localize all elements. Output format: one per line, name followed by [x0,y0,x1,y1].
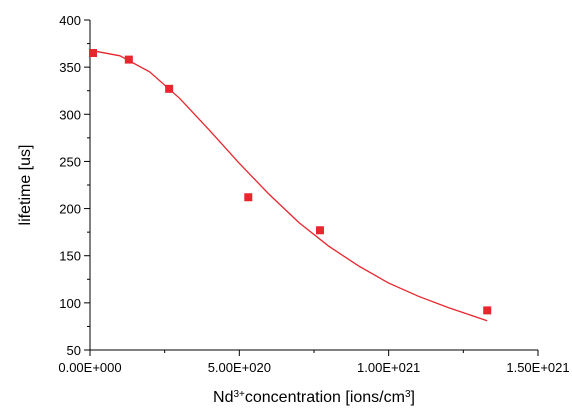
x-title-part: ] [411,389,415,406]
y-tick-label: 300 [59,107,81,122]
data-point-marker [483,306,492,315]
x-title-superscript: 3 [405,389,411,400]
data-point-marker [315,226,324,235]
y-tick-label: 100 [59,296,81,311]
data-point-marker [88,49,97,57]
x-title-part: concentration [ions/cm [245,389,405,406]
data-point-marker [124,55,133,64]
y-tick-label: 250 [59,154,81,169]
plot-series [88,49,492,322]
data-point-marker [165,84,174,93]
x-tick-label: 0.00E+000 [58,360,121,375]
x-title-part: Nd [213,389,233,406]
axis-labels: 50 100 150 200 250 300 350 400 0.00E+000 5.00E+02… [17,13,570,406]
x-tick-label: 5.00E+020 [208,360,271,375]
fit-curve [89,49,488,322]
y-axis-title: lifetime [us] [17,145,34,226]
x-title-superscript: 3+ [233,389,245,400]
y-tick-label: 200 [59,202,81,217]
y-tick-label: 400 [59,13,81,28]
y-tick-label: 50 [67,343,81,358]
x-axis-title: Nd3+concentration [ions/cm3] [213,389,415,407]
y-tick-label: 150 [59,249,81,264]
data-point-marker [244,193,253,202]
x-tick-label: 1.00E+021 [357,360,420,375]
axes [84,19,539,356]
x-tick-label: 1.50E+021 [506,360,569,375]
y-tick-label: 350 [59,60,81,75]
